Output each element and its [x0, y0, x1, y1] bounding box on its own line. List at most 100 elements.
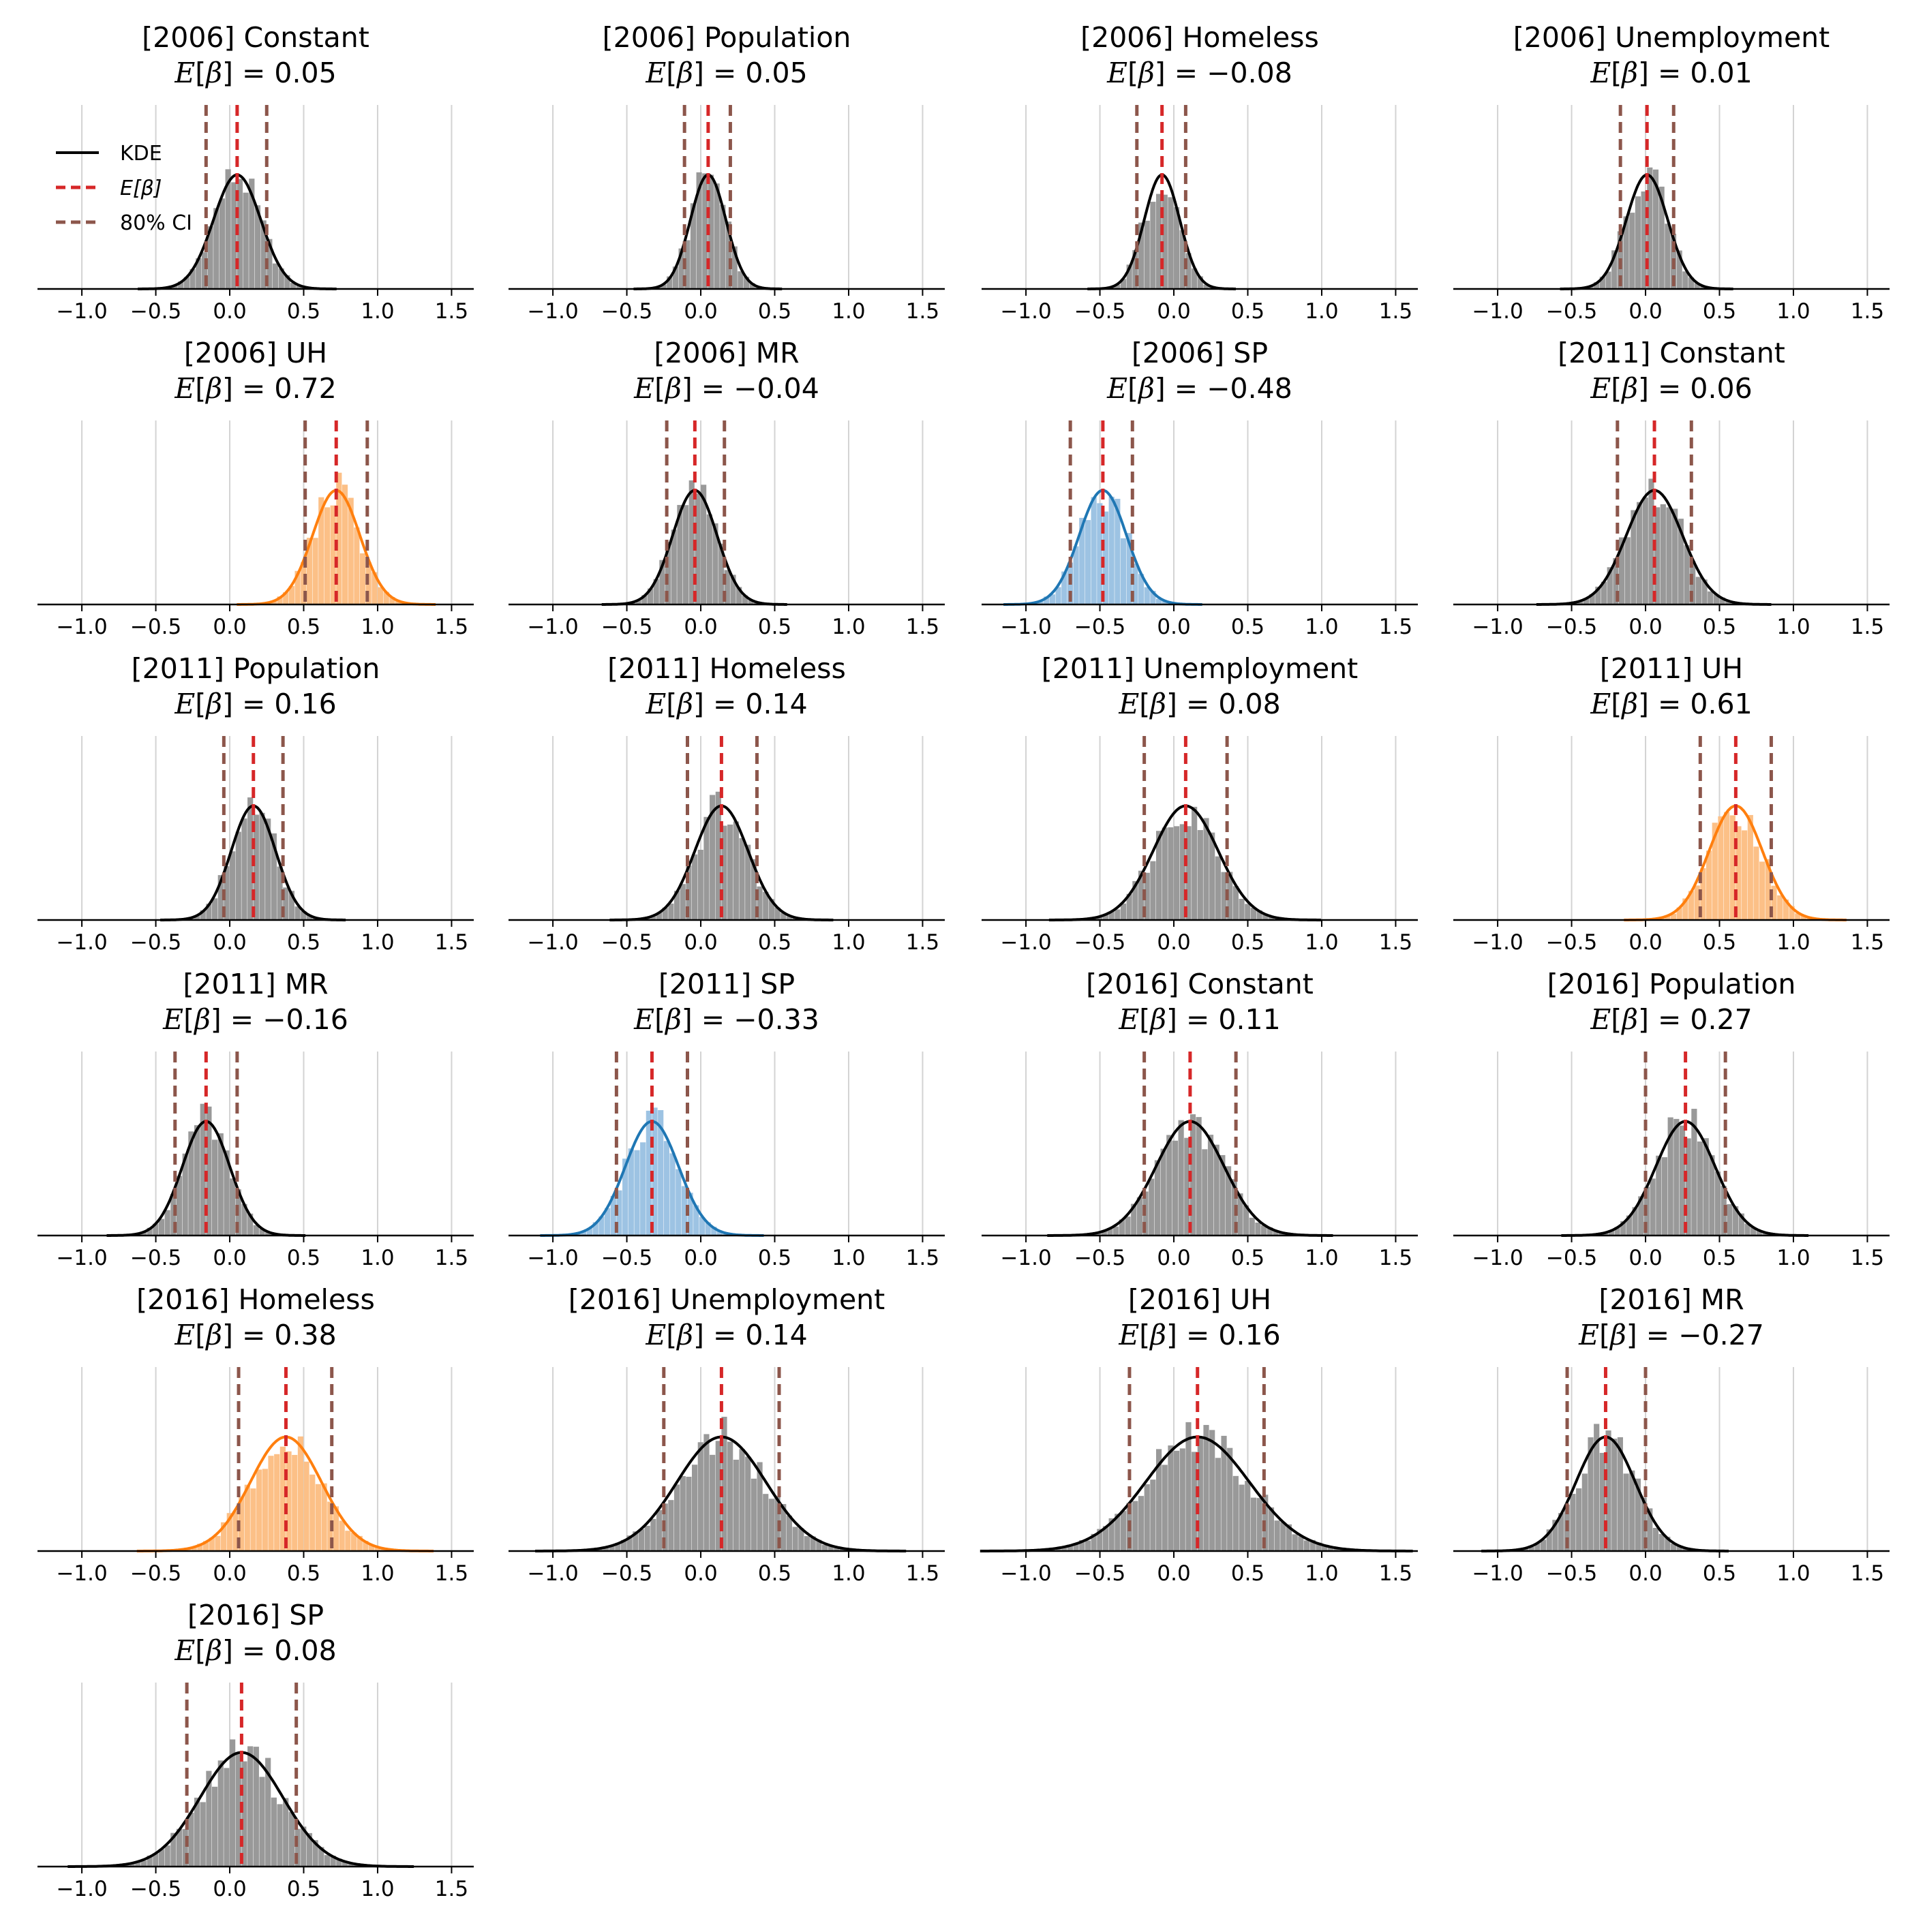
mean-bracket-open: [	[183, 1003, 194, 1036]
x-tick-label: −1.0	[1472, 1561, 1523, 1586]
histogram-bar	[1102, 915, 1109, 920]
beta-symbol: β	[664, 372, 682, 405]
legend-kde-label: KDE	[120, 142, 162, 166]
histogram-bar	[253, 814, 259, 920]
subplot-mean-title: E[β] = 0.05	[174, 57, 336, 89]
histogram-bar	[686, 1476, 692, 1551]
histogram-bar	[1292, 1534, 1298, 1551]
histogram-bar	[1735, 826, 1742, 920]
histogram-bar	[1676, 907, 1682, 920]
mean-value: ] = 0.11	[1166, 1003, 1281, 1036]
histogram-bar	[1049, 594, 1055, 604]
histogram-bar	[721, 825, 727, 920]
x-tick-label: 1.0	[1305, 1561, 1338, 1586]
histogram-bar	[620, 1539, 627, 1551]
histogram-bar	[1138, 1496, 1145, 1551]
mean-bracket-open: [	[654, 372, 665, 405]
x-tick-label: −1.0	[527, 615, 578, 639]
histogram-bar	[1694, 885, 1700, 920]
histogram-bar	[230, 1178, 236, 1236]
histogram-bar	[206, 1106, 212, 1236]
histogram-bar	[1125, 1216, 1131, 1236]
subplot: −1.0 −0.5 0.0 0.5 1.0 1.5 [2011] SPE[β] = −0.3…	[509, 968, 945, 1270]
histogram-bar	[715, 791, 721, 920]
histogram-bar	[718, 543, 725, 604]
histogram-bar	[1156, 831, 1162, 920]
beta-symbol: β	[1620, 688, 1638, 720]
x-tick-label: 1.0	[361, 1246, 394, 1270]
histogram-bar	[212, 1139, 218, 1236]
subplot-title: [2016] Homeless	[136, 1283, 375, 1316]
x-tick-label: 1.5	[435, 1877, 468, 1901]
histogram-bar	[296, 285, 302, 289]
x-tick-label: 0.0	[213, 1561, 246, 1586]
histogram-bar	[1709, 1155, 1715, 1236]
mean-symbol: E	[174, 688, 195, 720]
histogram-bar	[633, 1531, 639, 1551]
mean-value: ] = 0.61	[1638, 688, 1753, 720]
histogram-bar	[190, 269, 196, 289]
histogram-bar	[286, 1451, 292, 1551]
histogram-bar	[1255, 1222, 1261, 1236]
histogram-bar	[1570, 1494, 1576, 1551]
histogram-bar	[1202, 1149, 1208, 1236]
beta-symbol: β	[204, 688, 222, 720]
histogram-bar	[241, 818, 247, 920]
subplot-title: [2011] SP	[658, 968, 795, 1000]
histogram-bar	[1552, 1520, 1558, 1551]
histogram-bar	[1245, 1481, 1251, 1551]
mean-symbol: E	[1590, 372, 1611, 405]
histogram-bar	[1608, 1229, 1614, 1236]
histogram-bar	[710, 795, 716, 920]
histogram-bar	[357, 1535, 363, 1551]
histogram-bar	[277, 866, 283, 920]
histogram-bar	[1174, 826, 1180, 920]
histogram-bar	[804, 1536, 810, 1551]
histogram-bar	[354, 527, 360, 604]
histogram-bar	[1055, 587, 1061, 604]
histogram-bar	[1239, 898, 1245, 920]
histogram-bar	[1044, 596, 1050, 604]
histogram-bar	[1682, 271, 1688, 289]
histogram-bar	[683, 505, 689, 604]
x-tick-label: 1.0	[1776, 615, 1810, 639]
x-tick-label: 0.0	[1628, 1246, 1662, 1270]
histogram-bar	[668, 1500, 674, 1551]
histogram-bar	[176, 1176, 183, 1236]
histogram-bar	[706, 514, 712, 604]
x-tick-label: 0.0	[1157, 615, 1190, 639]
histogram-bar	[834, 1546, 840, 1551]
histogram-bar	[697, 1442, 703, 1551]
histogram-bar	[1594, 282, 1600, 289]
histogram-bar	[786, 1515, 793, 1551]
histogram-bar	[1771, 885, 1777, 920]
histogram-bar	[1101, 1231, 1107, 1236]
histogram-bar	[140, 1231, 147, 1236]
x-tick-label: 0.5	[1703, 1561, 1736, 1586]
histogram-bar	[1192, 268, 1198, 289]
histogram-bar	[224, 1150, 230, 1236]
subplot-mean-title: E[β] = 0.06	[1590, 372, 1752, 405]
histogram-bar	[1522, 1548, 1529, 1551]
x-tick-label: −1.0	[1000, 299, 1051, 324]
histogram-bar	[1629, 1470, 1635, 1551]
beta-symbol: β	[664, 1003, 682, 1036]
histogram-bar	[716, 1230, 723, 1236]
histogram-bar	[1298, 1536, 1304, 1551]
histogram-bar	[671, 530, 677, 604]
histogram-bar	[1286, 1524, 1292, 1551]
mean-bracket-open: [	[1127, 57, 1138, 89]
histogram-bar	[609, 1546, 615, 1551]
histogram-bar	[615, 1543, 621, 1551]
histogram-bar	[810, 1536, 816, 1551]
subplot-mean-title: E[β] = −0.33	[633, 1003, 819, 1036]
histogram-bar	[731, 246, 738, 289]
histogram-bar	[271, 600, 277, 604]
histogram-bar	[1744, 1223, 1750, 1236]
histogram-bar	[232, 1511, 239, 1551]
histogram-bar	[1115, 909, 1121, 920]
histogram-bar	[1102, 1526, 1109, 1551]
x-tick-label: −1.0	[56, 299, 107, 324]
histogram-bar	[695, 493, 701, 604]
histogram-bar	[1700, 286, 1706, 289]
